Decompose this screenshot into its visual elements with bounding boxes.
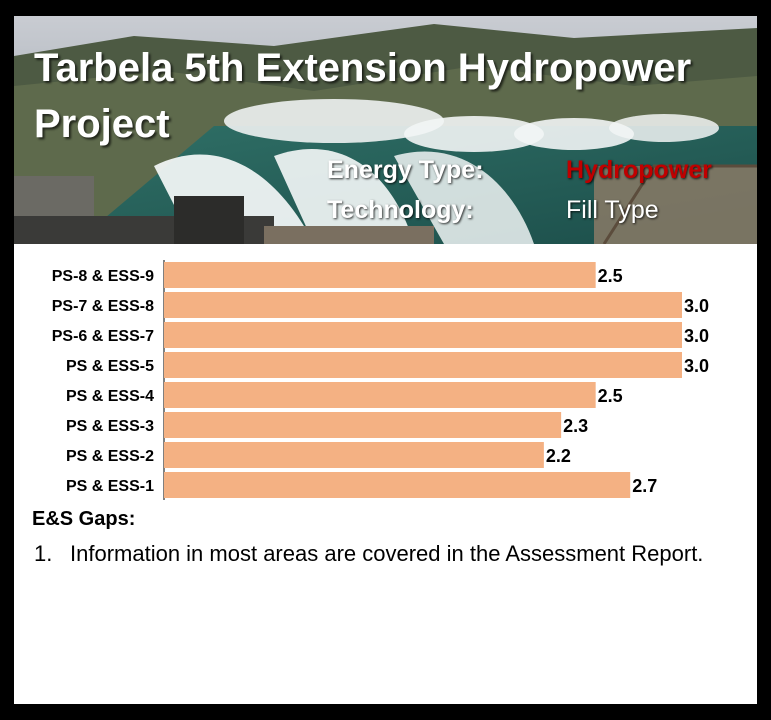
energy-type-label: Energy Type:: [327, 156, 484, 184]
gaps-heading: E&S Gaps:: [32, 508, 136, 530]
header-banner: Tarbela 5th Extension Hydropower Project…: [14, 16, 757, 244]
bar: [164, 442, 544, 468]
category-label: PS-8 & ESS-9: [52, 268, 154, 285]
gap-item-text: Information in most areas are covered in…: [70, 541, 704, 566]
data-label: 2.2: [546, 446, 571, 466]
technology-label: Technology:: [327, 196, 474, 224]
bar: [164, 262, 596, 288]
data-label: 3.0: [684, 296, 709, 316]
es-score-bar-chart: PS-8 & ESS-9 2.5 PS-7 & ESS-8 3.0 PS-6 & ESS…: [52, 260, 709, 500]
category-label: PS-7 & ESS-8: [52, 298, 154, 315]
page-title: Tarbela 5th Extension Hydropower Project: [34, 46, 692, 146]
bar: [164, 322, 682, 348]
data-label: 2.5: [598, 386, 623, 406]
category-label: PS-6 & ESS-7: [52, 328, 154, 345]
bar: [164, 352, 682, 378]
gap-item: 1. Information in most areas are covered …: [34, 538, 724, 570]
data-label: 3.0: [684, 326, 709, 346]
technology-value: Fill Type: [566, 196, 659, 224]
energy-type-value: Hydropower: [566, 156, 712, 184]
category-label: PS & ESS-3: [66, 418, 154, 435]
bar: [164, 292, 682, 318]
dam-spillway-photo: [14, 16, 757, 244]
data-label: 2.3: [563, 416, 588, 436]
category-label: PS & ESS-4: [66, 388, 154, 405]
gap-item-number: 1.: [34, 541, 53, 566]
bar: [164, 472, 631, 498]
category-label: PS & ESS-2: [66, 448, 154, 465]
category-label: PS & ESS-1: [66, 478, 154, 495]
bar: [164, 382, 596, 408]
category-label: PS & ESS-5: [66, 358, 154, 375]
data-label: 2.7: [632, 476, 657, 496]
bar: [164, 412, 562, 438]
data-label: 2.5: [598, 266, 623, 286]
gaps-list: 1. Information in most areas are covered …: [34, 538, 724, 570]
data-label: 3.0: [684, 356, 709, 376]
